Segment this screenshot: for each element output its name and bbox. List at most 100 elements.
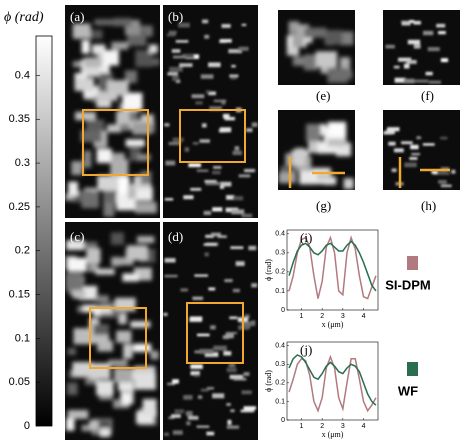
image-feature (296, 24, 310, 35)
image-feature (244, 168, 256, 173)
image-feature (96, 148, 112, 163)
image-feature (243, 372, 250, 376)
colorbar-tick-label: 0.2 (15, 245, 30, 257)
image-feature (202, 19, 209, 24)
image-feature (189, 316, 203, 322)
image-feature (123, 343, 133, 359)
image-feature (65, 273, 84, 291)
image-feature (211, 232, 221, 237)
image-feature (204, 252, 209, 257)
image-feature (67, 348, 77, 356)
image-feature (227, 419, 232, 425)
plot-label: (j) (300, 342, 312, 357)
image-feature (179, 63, 193, 67)
image-feature (95, 295, 109, 303)
image-feature (188, 163, 201, 168)
image-feature (438, 31, 446, 35)
image-feature (423, 30, 434, 36)
image-feature (83, 29, 103, 40)
image-feature (404, 162, 417, 168)
image-feature (413, 44, 421, 49)
image-feature (229, 374, 244, 380)
image-feature (398, 57, 412, 62)
image-feature (107, 124, 122, 133)
image-content (385, 20, 449, 84)
image-feature (127, 183, 137, 199)
image-feature (278, 172, 296, 184)
x-tick-label: 4 (362, 423, 366, 430)
roi-box (82, 109, 149, 176)
image-feature (97, 175, 119, 191)
image-content (65, 18, 160, 217)
image-feature (383, 131, 393, 135)
colorbar-tick-label: 0.3 (15, 157, 30, 169)
image-feature (208, 62, 221, 68)
image-feature (92, 334, 110, 344)
image-feature (172, 75, 179, 81)
image-feature (401, 20, 413, 23)
y-tick-label: 0.2 (275, 380, 285, 387)
colorbar-tick-label: 0.4 (15, 69, 30, 81)
image-feature (175, 40, 189, 43)
image-feature (187, 415, 199, 420)
image-feature (212, 207, 223, 212)
y-tick-label: 0.2 (275, 269, 285, 276)
image-feature (229, 74, 239, 78)
image-feature (197, 333, 210, 337)
series-line (288, 240, 377, 292)
image-feature (308, 137, 318, 153)
image-feature (137, 153, 151, 161)
image-feature (134, 372, 156, 390)
image-feature (113, 18, 132, 27)
image-feature (122, 92, 143, 111)
image-feature (431, 170, 438, 174)
image-feature (292, 56, 310, 66)
image-feature (118, 312, 127, 325)
image-feature (89, 317, 100, 330)
image-feature (241, 390, 252, 395)
image-feature (226, 425, 240, 429)
image-feature (243, 406, 256, 410)
image-feature (81, 191, 100, 209)
line-chart: 0 0.1 0.2 0.3 0.4 1 2 3 4 x (μm) ϕ (rad) (i) (264, 229, 379, 329)
image-feature (229, 316, 238, 320)
image-feature (196, 169, 209, 172)
y-tick-label: 0.4 (275, 343, 285, 350)
image-feature (195, 101, 203, 105)
image-feature (163, 432, 170, 436)
image-feature (440, 136, 448, 140)
y-tick-label: 0.1 (275, 288, 285, 295)
image-feature (205, 90, 211, 93)
image-feature (97, 91, 118, 101)
image-feature (197, 395, 203, 399)
image-feature (238, 174, 251, 178)
roi-box (179, 109, 246, 163)
image-feature (223, 351, 232, 356)
image-feature (234, 146, 240, 151)
image-feature (83, 87, 101, 97)
image-feature (428, 80, 442, 84)
image-feature (111, 41, 129, 50)
image-feature (95, 268, 115, 275)
image-feature (164, 258, 176, 263)
image-feature (116, 330, 132, 343)
image-feature (167, 382, 176, 386)
image-panel: (g) (278, 110, 355, 213)
image-feature (137, 236, 155, 244)
image-feature (164, 274, 178, 278)
image-panel: (a) (65, 5, 160, 218)
image-feature (219, 39, 232, 43)
image-feature (171, 414, 181, 418)
image-feature (394, 77, 406, 83)
image-feature (225, 333, 234, 339)
image-feature (129, 148, 141, 162)
image-feature (208, 287, 216, 291)
image-feature (186, 421, 191, 426)
image-feature (233, 378, 247, 381)
image-feature (100, 306, 112, 314)
image-feature (240, 409, 255, 413)
colorbar-label: ϕ (rad) (4, 10, 44, 25)
image-feature (210, 325, 216, 330)
image-feature (315, 51, 338, 68)
